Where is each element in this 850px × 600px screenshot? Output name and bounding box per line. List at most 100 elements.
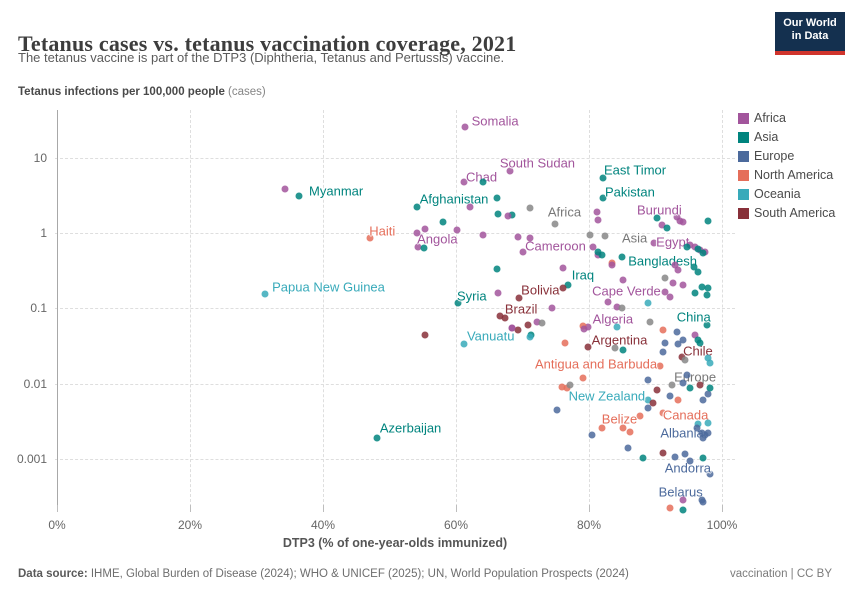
data-point[interactable]: [686, 241, 694, 249]
legend-item-asia[interactable]: Asia: [738, 130, 835, 144]
data-point[interactable]: [494, 289, 502, 297]
data-point[interactable]: [681, 356, 689, 364]
data-point[interactable]: [706, 470, 714, 478]
data-point[interactable]: [454, 299, 462, 307]
data-point[interactable]: [691, 331, 699, 339]
data-point[interactable]: [686, 384, 694, 392]
data-point[interactable]: [659, 326, 667, 334]
license-link[interactable]: vaccination | CC BY: [729, 568, 832, 580]
data-point[interactable]: [413, 229, 421, 237]
data-point[interactable]: [666, 392, 674, 400]
data-point[interactable]: [698, 283, 706, 291]
data-point[interactable]: [671, 453, 679, 461]
data-point[interactable]: [526, 333, 534, 341]
data-point[interactable]: [619, 276, 627, 284]
owid-logo[interactable]: Our World in Data: [775, 12, 845, 55]
data-point[interactable]: [644, 404, 652, 412]
data-point[interactable]: [588, 431, 596, 438]
data-point[interactable]: [703, 291, 711, 299]
data-point[interactable]: [608, 261, 616, 269]
data-point[interactable]: [699, 454, 707, 462]
data-point[interactable]: [413, 203, 421, 211]
data-point[interactable]: [599, 194, 607, 202]
data-point[interactable]: [504, 212, 512, 220]
data-point[interactable]: [656, 362, 664, 370]
data-point[interactable]: [493, 265, 501, 273]
data-point[interactable]: [699, 396, 707, 404]
data-point[interactable]: [439, 218, 447, 226]
data-point[interactable]: [526, 234, 534, 242]
data-point[interactable]: [421, 225, 429, 233]
data-point[interactable]: [659, 348, 667, 356]
data-point[interactable]: [659, 449, 667, 457]
legend-item-north-america[interactable]: North America: [738, 168, 835, 182]
data-point[interactable]: [548, 304, 556, 312]
data-point[interactable]: [696, 339, 704, 347]
data-point[interactable]: [666, 293, 674, 301]
data-point[interactable]: [514, 233, 522, 241]
data-point[interactable]: [460, 340, 468, 348]
data-point[interactable]: [619, 424, 627, 432]
data-point[interactable]: [601, 232, 609, 240]
data-point[interactable]: [699, 249, 707, 257]
data-point[interactable]: [553, 406, 561, 414]
data-point[interactable]: [661, 274, 669, 282]
data-point[interactable]: [644, 376, 652, 384]
data-point[interactable]: [706, 359, 714, 367]
data-point[interactable]: [496, 312, 504, 320]
data-point[interactable]: [461, 123, 469, 131]
data-point[interactable]: [650, 239, 658, 247]
data-point[interactable]: [704, 354, 712, 362]
data-point[interactable]: [674, 340, 682, 347]
data-point[interactable]: [669, 279, 677, 287]
data-point[interactable]: [594, 216, 602, 224]
data-point[interactable]: [653, 386, 661, 394]
data-point[interactable]: [673, 328, 681, 336]
data-point[interactable]: [460, 178, 468, 186]
data-point[interactable]: [626, 428, 634, 436]
data-point[interactable]: [594, 248, 602, 256]
data-point[interactable]: [691, 289, 699, 297]
data-point[interactable]: [611, 344, 619, 352]
data-point[interactable]: [704, 217, 712, 225]
data-point[interactable]: [659, 409, 667, 417]
data-point[interactable]: [690, 263, 698, 271]
data-point[interactable]: [598, 424, 606, 432]
data-point[interactable]: [579, 374, 587, 382]
data-point[interactable]: [604, 298, 612, 306]
data-point[interactable]: [673, 213, 681, 221]
data-point[interactable]: [580, 325, 588, 333]
data-point[interactable]: [508, 211, 516, 219]
data-point[interactable]: [466, 203, 474, 211]
data-point[interactable]: [653, 214, 661, 222]
legend-item-oceania[interactable]: Oceania: [738, 187, 835, 201]
data-point[interactable]: [679, 506, 687, 514]
data-point[interactable]: [683, 371, 691, 379]
data-point[interactable]: [501, 314, 509, 322]
data-point[interactable]: [599, 174, 607, 182]
data-point[interactable]: [661, 288, 669, 296]
legend-item-europe[interactable]: Europe: [738, 149, 835, 163]
data-point[interactable]: [661, 339, 669, 347]
data-point[interactable]: [366, 234, 374, 242]
data-point[interactable]: [658, 221, 666, 229]
data-point[interactable]: [679, 336, 687, 344]
data-point[interactable]: [538, 319, 546, 327]
data-point[interactable]: [683, 243, 691, 251]
data-point[interactable]: [566, 381, 574, 389]
data-point[interactable]: [261, 290, 269, 298]
data-point[interactable]: [679, 218, 687, 226]
data-point[interactable]: [506, 167, 514, 175]
data-point[interactable]: [644, 299, 652, 307]
data-point[interactable]: [593, 208, 601, 216]
data-point[interactable]: [373, 434, 381, 442]
data-point[interactable]: [494, 210, 502, 218]
data-point[interactable]: [636, 412, 644, 420]
data-point[interactable]: [696, 381, 704, 389]
data-point[interactable]: [493, 194, 501, 202]
data-point[interactable]: [706, 384, 714, 392]
data-point[interactable]: [644, 396, 652, 404]
data-point[interactable]: [679, 379, 687, 387]
data-point[interactable]: [686, 457, 694, 465]
data-point[interactable]: [558, 383, 566, 391]
